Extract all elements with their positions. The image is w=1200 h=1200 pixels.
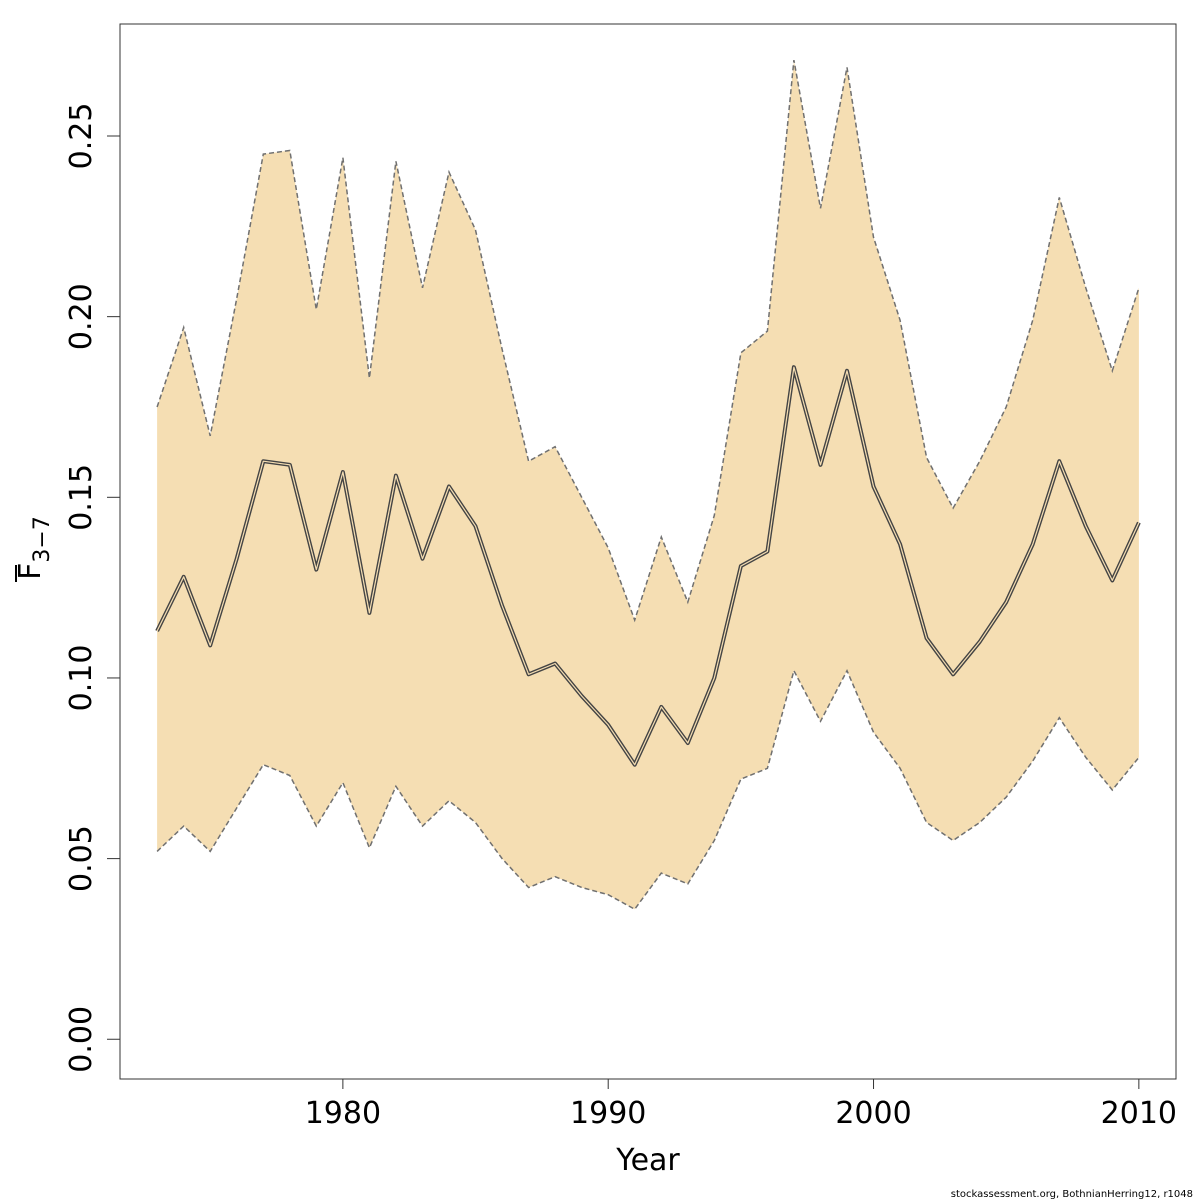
- series-line-layer: [155, 59, 1141, 911]
- y-axis-title-subscript: 3−7: [30, 516, 55, 562]
- confidence-band: [157, 60, 1139, 910]
- y-axis-title: F3−7: [13, 516, 55, 582]
- y-axis: 0.00 0.05 0.10 0.15 0.20 0.25: [64, 103, 120, 1073]
- y-tick-label: 0.05: [64, 825, 99, 892]
- x-tick-label: 2010: [1101, 1096, 1177, 1131]
- credit-note: stockassessment.org, BothnianHerring12, …: [951, 1189, 1193, 1200]
- estimate-line-inner: [156, 366, 1140, 766]
- x-tick-label: 1980: [305, 1096, 381, 1131]
- x-axis: 1980 1990 2000 2010: [305, 1079, 1177, 1131]
- y-tick-label: 0.15: [64, 464, 99, 531]
- y-axis-title-main: F: [13, 563, 48, 580]
- confidence-band-layer: [157, 60, 1139, 910]
- x-tick-label: 2000: [835, 1096, 911, 1131]
- y-tick-label: 0.00: [64, 1006, 99, 1073]
- x-tick-label: 1990: [570, 1096, 646, 1131]
- svg-text:F3−7: F3−7: [13, 516, 55, 580]
- y-tick-label: 0.20: [64, 283, 99, 350]
- plot-frame: [119, 23, 1177, 1080]
- y-tick-label: 0.25: [64, 103, 99, 170]
- lower-bound-line: [156, 668, 1140, 911]
- y-tick-label: 0.10: [64, 645, 99, 712]
- x-axis-title: Year: [615, 1143, 680, 1178]
